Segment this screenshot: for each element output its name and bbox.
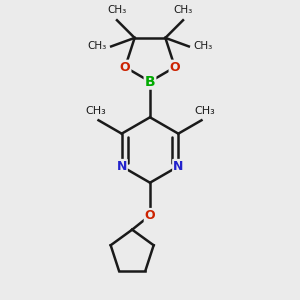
Text: O: O	[145, 209, 155, 222]
Text: O: O	[169, 61, 180, 74]
Text: N: N	[116, 160, 127, 173]
Text: CH₃: CH₃	[194, 41, 213, 51]
Text: CH₃: CH₃	[173, 5, 193, 16]
Text: O: O	[120, 61, 130, 74]
Text: CH₃: CH₃	[194, 106, 215, 116]
Text: N: N	[173, 160, 184, 173]
Text: CH₃: CH₃	[85, 106, 106, 116]
Text: B: B	[145, 75, 155, 88]
Text: CH₃: CH₃	[107, 5, 127, 16]
Text: CH₃: CH₃	[87, 41, 106, 51]
